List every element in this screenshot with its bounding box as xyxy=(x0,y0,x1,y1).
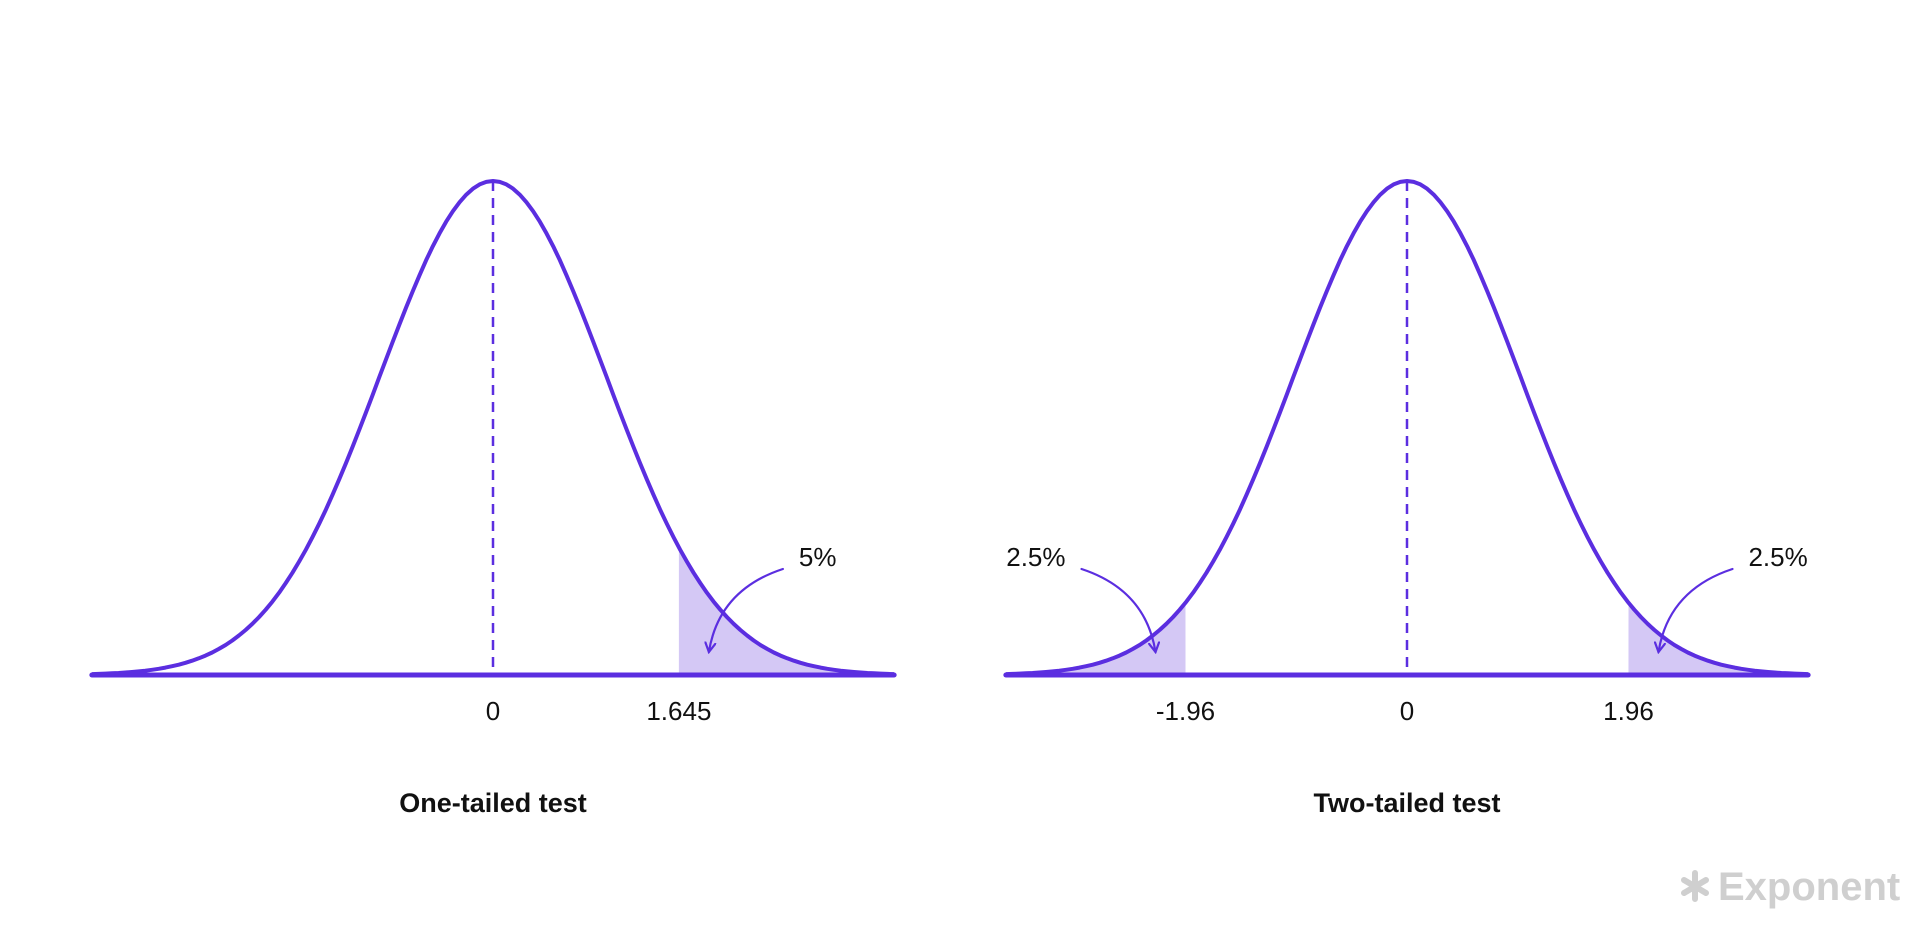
annotation-label: 5% xyxy=(799,542,837,572)
tick-label: 1.96 xyxy=(1603,696,1654,726)
annotation-label: 2.5% xyxy=(1748,542,1807,572)
watermark-text: Exponent xyxy=(1718,865,1900,909)
panel-title: One-tailed test xyxy=(399,788,587,818)
tick-label: 0 xyxy=(486,696,500,726)
annotation-label: 2.5% xyxy=(1006,542,1065,572)
panel-title: Two-tailed test xyxy=(1313,788,1500,818)
tail-area xyxy=(678,547,895,675)
annotation-arrow xyxy=(1080,567,1156,652)
annotation-arrow xyxy=(709,567,784,652)
watermark-icon xyxy=(1681,870,1709,902)
tick-label: -1.96 xyxy=(1156,696,1215,726)
tail-area xyxy=(1628,602,1809,675)
tick-label: 0 xyxy=(1400,696,1414,726)
tail-area xyxy=(1005,602,1186,675)
annotation-arrow xyxy=(1658,567,1734,652)
tick-label: 1.645 xyxy=(646,696,711,726)
watermark: Exponent xyxy=(1681,865,1900,909)
